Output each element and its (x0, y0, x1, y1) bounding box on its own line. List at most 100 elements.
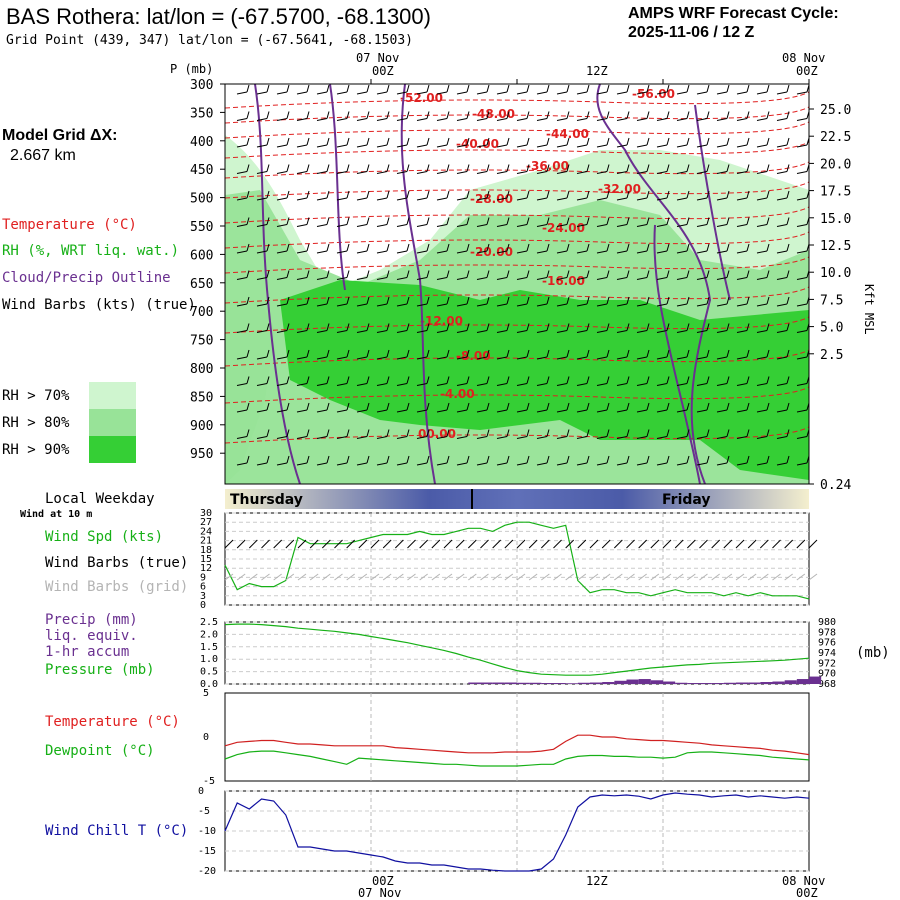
xsection-wind-barb (616, 296, 630, 307)
temp-contour-label-2: -48.00 (472, 107, 515, 121)
surface-wind-barb (321, 539, 331, 549)
xsection-wind-barb (616, 217, 630, 227)
xsection-wind-barb (676, 296, 690, 307)
bottom-day-label-1: 07 Nov (358, 886, 402, 900)
xsection-wind-barb (316, 111, 330, 121)
legend-rh90-label: RH > 90% (2, 442, 70, 458)
xsection-wind-barb (636, 349, 650, 360)
xsection-wind-barb (456, 349, 470, 360)
surface-wind-barb-grid (723, 573, 733, 581)
xsection-wind-barb (316, 243, 330, 254)
xsection-wind-barb (756, 270, 770, 280)
xsection-wind-barb (776, 402, 790, 413)
kft-tick-10: 0.24 (820, 478, 851, 493)
surface-wind-barb-grid (431, 573, 441, 581)
xsection-wind-barb (716, 164, 730, 174)
xsection-wind-barb (716, 111, 730, 121)
grid-label: Model Grid ΔX: (2, 127, 118, 144)
xsection-wind-barb (396, 111, 410, 121)
xsection-wind-barb (436, 429, 450, 439)
precip-bar (504, 682, 517, 684)
cloud-outline-4 (653, 224, 701, 485)
kft-tick-0: 25.0 (820, 103, 851, 118)
pressure-ytick: 972 (818, 658, 836, 669)
wind-barbs-true-label: Wind Barbs (true) (45, 555, 189, 571)
precip-ytick: 2.5 (200, 617, 218, 628)
xsection-wind-barb (556, 270, 570, 280)
xsection-wind-barb (556, 137, 570, 148)
grid-value: 2.667 km (10, 147, 76, 164)
xsection-wind-barb (636, 243, 650, 254)
legend-rh70-label: RH > 70% (2, 388, 70, 404)
surface-wind-barb-grid (516, 573, 526, 581)
xsection-wind-barb (556, 111, 570, 121)
kft-tick-1: 22.5 (820, 130, 851, 145)
xsection-wind-barb (496, 455, 510, 466)
xsection-wind-barb (256, 429, 270, 439)
xsection-wind-barb (636, 190, 650, 201)
xsection-wind-barb (476, 429, 490, 439)
xsection-wind-barb (276, 190, 290, 201)
surface-wind-barb (565, 539, 575, 549)
temp-contour-label-5: -36.00 (526, 159, 569, 173)
panel-1-ytick: 15 (200, 554, 212, 565)
xsection-wind-barb (296, 217, 310, 227)
top-day-label-3: 08 Nov (782, 51, 826, 65)
xsection-wind-barb (696, 111, 710, 121)
surface-wind-barb-grid (528, 573, 538, 581)
xsection-wind-barb (376, 323, 390, 333)
xsection-wind-barb (496, 217, 510, 227)
xsection-wind-barb (756, 164, 770, 174)
xsection-wind-barb (276, 84, 290, 95)
xsection-wind-barb (256, 323, 270, 333)
xsection-wind-barb (436, 296, 450, 307)
surface-wind-barb-grid (443, 573, 453, 581)
grid-point-subtitle: Grid Point (439, 347) lat/lon = (-67.564… (6, 33, 413, 48)
temp-contour-5 (224, 181, 810, 199)
panel-1-ytick: 24 (200, 526, 212, 537)
xsection-wind-barb (296, 243, 310, 254)
xsection-wind-barb (376, 243, 390, 254)
xsection-wind-barb (336, 243, 350, 254)
xsection-wind-barb (576, 376, 590, 386)
xsection-wind-barb (556, 84, 570, 95)
legend-rh80-swatch (89, 409, 136, 436)
surface-wind-barb (747, 539, 757, 549)
precip-bar (614, 680, 627, 684)
surface-wind-barb-grid (395, 573, 404, 581)
xsection-wind-barb (296, 84, 310, 95)
surface-wind-barb (516, 539, 526, 549)
xsection-wind-barb (356, 270, 370, 280)
xsection-wind-barb (256, 164, 270, 174)
xsection-wind-barb (236, 402, 250, 413)
precip-ytick: 2.0 (200, 629, 218, 640)
xsection-wind-barb (436, 376, 450, 386)
xsection-wind-barb (656, 349, 670, 360)
temp-contour-13 (224, 426, 810, 444)
xsection-wind-barb (696, 190, 710, 201)
pressure-tick-500: 500 (190, 192, 213, 207)
surface-wind-barb (577, 539, 587, 549)
xsection-wind-barb (456, 455, 470, 466)
panel-1-ytick: 6 (200, 582, 206, 593)
xsection-wind-barb (676, 217, 690, 227)
xsection-wind-barb (596, 296, 610, 307)
xsection-wind-barb (716, 455, 730, 466)
precip-bar (626, 679, 639, 684)
xsection-wind-barb (376, 111, 390, 121)
surface-wind-barb (601, 539, 611, 549)
temp-contour-7 (224, 231, 810, 249)
wind-10m-label: Wind at 10 m (20, 509, 93, 520)
xsection-wind-barb (776, 137, 790, 148)
xsection-wind-barb (456, 217, 470, 227)
xsection-wind-barb (656, 190, 670, 201)
cloud-outline-5 (694, 104, 731, 301)
xsection-wind-barb (456, 429, 470, 439)
xsection-wind-barb (436, 84, 450, 95)
xsection-wind-barb (696, 296, 710, 307)
xsection-wind-barb (516, 84, 530, 95)
surface-wind-barb-grid (614, 573, 623, 581)
xsection-wind-barb (376, 190, 390, 201)
xsection-wind-barb (256, 349, 270, 360)
